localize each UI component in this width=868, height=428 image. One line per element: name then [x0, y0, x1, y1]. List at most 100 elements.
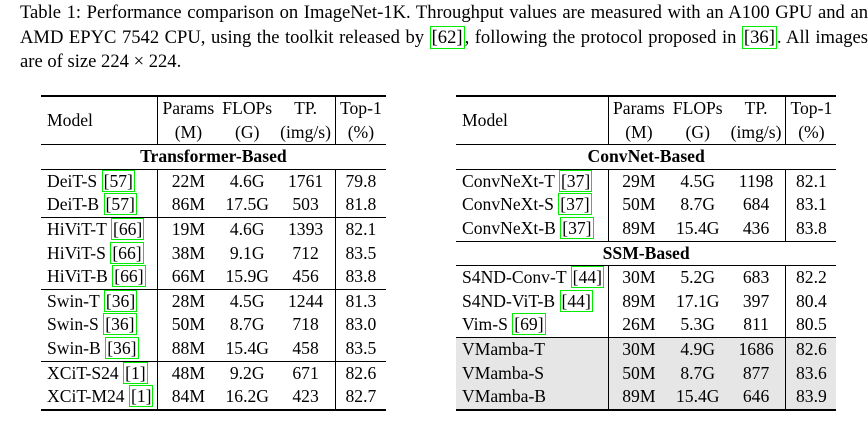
model-cell: XCiT-S24 [1]	[41, 360, 159, 386]
citation-link[interactable]: [57]	[103, 193, 137, 216]
model-cell: Vim-S [69]	[456, 313, 609, 338]
flops-cell: 9.1G	[229, 242, 265, 263]
flops-cell: 4.5G	[668, 168, 727, 194]
table-row: VMamba-B 89M 15.4G 646 83.9	[456, 385, 837, 411]
flops-cell: 8.7G	[680, 194, 716, 215]
flops-cell: 8.7G	[229, 314, 265, 335]
top1-cell: 79.8	[335, 168, 386, 194]
top1-cell: 82.6	[335, 360, 386, 386]
section-title: ConvNet-Based	[456, 144, 837, 170]
table-row: ConvNeXt-T [37] 29M 4.5G 1198 82.1	[456, 168, 837, 194]
top1-cell: 80.5	[795, 314, 827, 335]
model-name: ConvNeXt-B	[462, 217, 556, 238]
citation-link[interactable]: [36]	[103, 289, 138, 312]
table-row: VMamba-S 50M 8.7G 877 83.6	[456, 361, 837, 386]
model-cell: DeiT-S [57]	[41, 168, 159, 194]
model-name: XCiT-M24	[47, 386, 125, 407]
header-params-unit: (M)	[174, 121, 203, 142]
citation-link[interactable]: [57]	[101, 169, 135, 192]
citation-link[interactable]: [66]	[112, 265, 146, 288]
caption-text: . All images are of size 224 × 224.	[20, 26, 868, 73]
table-row: Swin-T [36] 28M 4.5G 1244 81.3	[41, 288, 386, 314]
params-cell: 50M	[622, 194, 656, 215]
table-row: VMamba-T 30M 4.9G 1686 82.6	[456, 336, 837, 362]
params-cell: 86M	[171, 194, 205, 215]
params-cell: 30M	[608, 336, 669, 362]
table-row: ConvNeXt-B [37] 89M 15.4G 436 83.8	[456, 216, 836, 242]
throughput-cell: 646	[726, 385, 787, 411]
citation-link[interactable]: [66]	[110, 241, 144, 264]
header-params-unit: (M)	[625, 121, 653, 142]
flops-cell: 4.6G	[218, 216, 277, 242]
flops-cell: 8.7G	[668, 361, 727, 386]
table-row: Vim-S [69] 26M 5.3G 811 80.5	[456, 313, 836, 338]
flops-cell: 5.2G	[668, 265, 727, 290]
model-cell: Swin-B [36]	[41, 336, 159, 362]
throughput-cell: 458	[276, 336, 336, 362]
model-cell: VMamba-B	[456, 385, 609, 411]
model-name: Swin-T	[47, 290, 100, 311]
caption-text: Table 1: Performance comparison on Image…	[20, 2, 868, 48]
throughput-cell: 683	[726, 265, 787, 290]
top1-cell: 83.5	[345, 337, 377, 358]
throughput-cell: 423	[276, 385, 336, 411]
header-flops-unit: (G)	[235, 121, 260, 142]
model-cell: HiViT-T [66]	[41, 216, 159, 242]
citation-link[interactable]: [37]	[558, 169, 593, 192]
citation-link[interactable]: [36]	[105, 336, 139, 359]
top1-cell: 83.8	[345, 266, 377, 287]
citation-link[interactable]: [44]	[559, 289, 593, 312]
citation-link[interactable]: [36]	[741, 25, 777, 49]
citation-link[interactable]: [69]	[512, 313, 546, 336]
top1-cell: 82.1	[785, 168, 837, 194]
citation-link[interactable]: [37]	[560, 216, 594, 239]
model-cell: XCiT-M24 [1]	[41, 385, 159, 411]
params-cell: 50M	[171, 314, 205, 335]
citation-link[interactable]: [66]	[110, 217, 145, 240]
model-name: VMamba-T	[462, 338, 546, 359]
params-cell: 88M	[171, 337, 205, 358]
model-cell: HiViT-S [66]	[41, 241, 159, 266]
table-row: DeiT-B [57] 86M 17.5G 503 81.8	[41, 193, 386, 218]
throughput-cell: 877	[726, 361, 787, 386]
model-name: VMamba-S	[462, 362, 545, 383]
citation-link[interactable]: [1]	[123, 361, 148, 384]
top1-cell: 83.6	[785, 361, 837, 386]
header-row: Model Params FLOPs TP. Top-1	[41, 95, 386, 145]
flops-cell: 15.4G	[675, 217, 720, 238]
table-row: S4ND-Conv-T [44] 30M 5.2G 683 82.2	[456, 265, 837, 290]
throughput-cell: 1244	[276, 288, 336, 314]
params-cell: 84M	[157, 385, 219, 411]
citation-link[interactable]: [36]	[103, 313, 137, 336]
convnet-ssm-table: Model Params FLOPs TP. Top-1 (M) (G) (im…	[456, 95, 837, 411]
table-row: XCiT-M24 [1] 84M 16.2G 423 82.7	[41, 385, 386, 411]
header-flops: FLOPs	[218, 95, 277, 121]
flops-cell: 4.6G	[218, 168, 277, 194]
header-params: Params	[157, 95, 219, 121]
table-row: ConvNeXt-S [37] 50M 8.7G 684 83.1	[456, 193, 836, 217]
params-cell: 89M	[622, 217, 656, 238]
citation-link[interactable]: [44]	[570, 266, 604, 289]
header-top1-unit: (%)	[347, 121, 375, 142]
model-cell: S4ND-Conv-T [44]	[456, 265, 609, 290]
throughput-cell: 1393	[276, 216, 336, 242]
citation-link[interactable]: [1]	[128, 385, 154, 408]
top1-cell: 82.7	[335, 385, 386, 411]
flops-cell: 16.2G	[218, 385, 277, 411]
flops-cell: 5.3G	[680, 314, 716, 335]
header-unit-row: (M) (G) (img/s) (%)	[456, 120, 836, 145]
section-title: SSM-Based	[456, 240, 837, 266]
params-cell: 48M	[157, 360, 219, 386]
throughput-cell: 397	[726, 289, 787, 314]
top1-cell: 83.5	[345, 242, 377, 263]
model-name: ConvNeXt-S	[462, 194, 554, 215]
flops-cell: 4.9G	[668, 336, 727, 362]
header-tp-unit: (img/s)	[726, 120, 787, 145]
citation-link[interactable]: [37]	[558, 193, 592, 216]
model-cell: S4ND-ViT-B [44]	[456, 289, 609, 314]
throughput-cell: 1198	[726, 168, 787, 194]
model-cell: VMamba-S	[456, 361, 609, 386]
model-name: XCiT-S24	[47, 362, 119, 383]
citation-link[interactable]: [62]	[429, 25, 465, 49]
throughput-cell: 684	[726, 193, 787, 217]
